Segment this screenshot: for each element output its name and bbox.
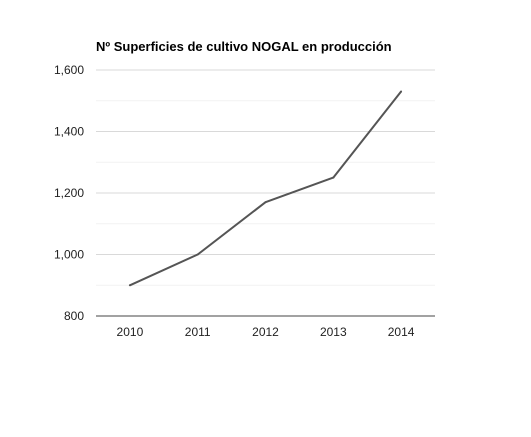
data-point (264, 201, 267, 204)
y-tick-label: 800 (64, 309, 84, 323)
data-point (196, 253, 199, 256)
series-line (129, 90, 402, 287)
data-point (332, 176, 335, 179)
chart-title: Nº Superficies de cultivo NOGAL en produ… (96, 39, 392, 54)
x-tick-label: 2013 (320, 325, 347, 339)
gridlines (96, 69, 435, 255)
data-points (128, 90, 403, 287)
data-point (128, 284, 131, 287)
y-tick-label: 1,200 (54, 186, 84, 200)
y-tick-label: 1,000 (54, 248, 84, 262)
y-tick-label: 1,400 (54, 125, 84, 139)
minor-gridlines (96, 100, 435, 286)
x-axis-tick-labels: 2010 2011 2012 2013 2014 (117, 325, 415, 339)
x-tick-label: 2010 (117, 325, 144, 339)
y-axis-tick-labels: 800 1,000 1,200 1,400 1,600 (54, 63, 84, 323)
x-tick-label: 2012 (252, 325, 279, 339)
y-tick-label: 1,600 (54, 63, 84, 77)
x-tick-label: 2011 (185, 325, 211, 339)
data-point (400, 90, 403, 93)
x-tick-label: 2014 (388, 325, 415, 339)
